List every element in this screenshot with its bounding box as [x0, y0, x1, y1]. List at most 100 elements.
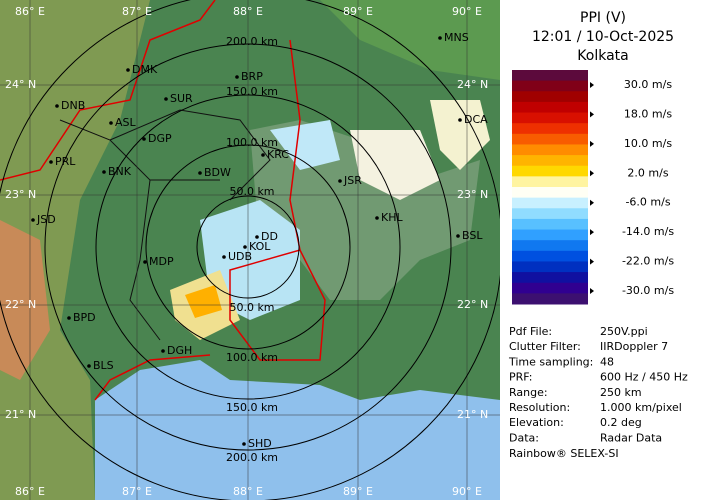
scale-band — [512, 80, 588, 92]
echo-white — [350, 130, 440, 200]
scale-band — [512, 282, 588, 294]
echo-light — [270, 120, 340, 170]
scale-band — [512, 218, 588, 231]
scale-label: 2.0 m/s — [627, 166, 668, 179]
range-label: 100.0 km — [226, 136, 278, 149]
city-dot — [242, 442, 246, 446]
scale-band — [512, 293, 588, 305]
info-key: Range: — [509, 386, 548, 399]
lat-label: 23° N — [457, 188, 488, 201]
range-label: 150.0 km — [226, 401, 278, 414]
scale-label: 10.0 m/s — [624, 137, 672, 150]
range-ring — [44, 43, 452, 451]
lon-label: 87° E — [122, 485, 152, 498]
city-dot — [142, 137, 146, 141]
info-value: 48 — [600, 355, 614, 368]
city-label: MDP — [149, 255, 174, 268]
city-label: UDB — [228, 250, 252, 263]
scale-band — [512, 261, 588, 273]
panel-site: Kolkata — [577, 48, 628, 64]
lat-label: 23° N — [5, 188, 36, 201]
info-key: Resolution: — [509, 401, 570, 414]
range-label: 200.0 km — [226, 451, 278, 464]
panel-time: 12:01 / 10-Oct-2025 — [532, 29, 674, 45]
city-label: MNS — [444, 31, 469, 44]
scale-label: -22.0 m/s — [622, 255, 674, 268]
info-value: 250 km — [600, 386, 642, 399]
coastline — [94, 354, 211, 401]
city-label: JSR — [343, 174, 362, 187]
scale-label: 18.0 m/s — [624, 107, 672, 120]
scale-band — [512, 133, 588, 145]
lon-label: 87° E — [122, 5, 152, 18]
terrain-north — [320, 0, 500, 80]
panel-footer: Rainbow® SELEX-SI — [509, 447, 619, 460]
city-label: BPD — [73, 311, 96, 324]
range-label: 200.0 km — [226, 35, 278, 48]
city-dot — [143, 260, 147, 264]
scale-band — [512, 187, 588, 199]
info-key: Elevation: — [509, 416, 564, 429]
scale-label: -6.0 m/s — [625, 196, 670, 209]
city-label: SUR — [170, 92, 193, 105]
terrain-upland — [0, 0, 150, 500]
city-label: BLS — [93, 359, 114, 372]
city-label: SHD — [248, 437, 272, 450]
city-dot — [222, 255, 226, 259]
city-dot — [198, 171, 202, 175]
scale-arrow — [590, 140, 594, 147]
lat-label: 24° N — [457, 78, 488, 91]
scale-band — [512, 272, 588, 284]
city-dot — [438, 36, 442, 40]
city-dot — [55, 104, 59, 108]
city-dot — [102, 170, 106, 174]
lon-label: 89° E — [343, 485, 373, 498]
range-label: 150.0 km — [226, 85, 278, 98]
terrain-high — [0, 220, 50, 380]
city-label: JSD — [36, 213, 56, 226]
info-value: 600 Hz / 450 Hz — [600, 371, 688, 384]
district-border — [59, 109, 271, 341]
border — [289, 39, 301, 251]
city-label: DNB — [61, 99, 85, 112]
sea — [95, 360, 500, 500]
city-dot — [338, 179, 342, 183]
lon-label: 90° E — [452, 5, 482, 18]
range-label: 100.0 km — [226, 351, 278, 364]
scale-arrow — [590, 229, 594, 236]
city-dot — [255, 235, 259, 239]
range-ring — [145, 144, 351, 350]
scale-band — [512, 208, 588, 220]
scale-band — [512, 250, 588, 262]
scale-band — [512, 112, 588, 124]
scale-band — [512, 91, 588, 103]
city-dot — [458, 118, 462, 122]
city-label: DGP — [148, 132, 172, 145]
city-label: BNK — [108, 165, 132, 178]
info-value: 1.000 km/pixel — [600, 401, 682, 414]
lon-label: 88° E — [233, 485, 263, 498]
range-label: 50.0 km — [229, 185, 274, 198]
lat-label: 22° N — [5, 298, 36, 311]
lat-label: 22° N — [457, 298, 488, 311]
city-label: PRL — [55, 155, 76, 168]
scale-band — [512, 197, 588, 209]
state-border — [0, 0, 216, 181]
city-label: DD — [261, 230, 278, 243]
map: 86° E 86° E 87° E 87° E 88° E 88° E 89° E 89° E… — [0, 0, 500, 500]
scale-arrow — [590, 82, 594, 88]
city-dot — [261, 153, 265, 157]
echo-orange — [185, 285, 222, 318]
city-label: DGH — [167, 344, 192, 357]
city-label: KOL — [249, 240, 271, 253]
lon-label: 86° E — [15, 485, 45, 498]
range-ring — [196, 195, 300, 299]
scale-label: -30.0 m/s — [622, 284, 674, 297]
city-dot — [235, 75, 239, 79]
info-value: Radar Data — [600, 431, 662, 444]
scale-arrow — [590, 258, 594, 265]
lon-label: 90° E — [452, 485, 482, 498]
range-ring — [95, 94, 401, 400]
scale-band — [512, 229, 588, 241]
